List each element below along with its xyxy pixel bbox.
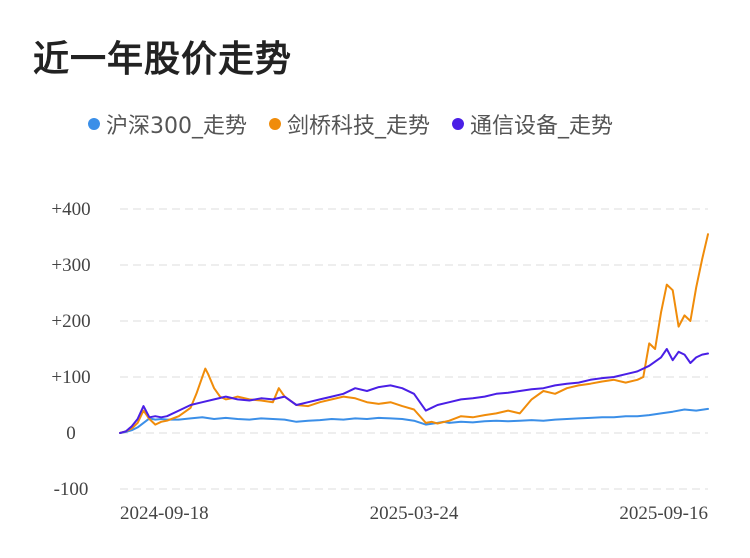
legend-label: 通信设备_走势 <box>470 114 614 139</box>
y-tick-label: +400 <box>51 199 90 220</box>
legend-dot-icon <box>452 118 465 130</box>
legend-label: 沪深300_走势 <box>106 114 247 139</box>
y-tick-label: 0 <box>66 423 76 444</box>
x-tick-label: 2025-09-16 <box>619 503 708 524</box>
legend-dot-icon <box>88 118 100 130</box>
legend-item-tongxin[interactable]: 通信设备_走势 <box>452 108 613 140</box>
legend-item-jianqiao[interactable]: 剑桥科技_走势 <box>269 108 430 140</box>
x-tick-label: 2025-03-24 <box>370 503 459 524</box>
legend-dot-icon <box>269 118 281 130</box>
series-line-2 <box>119 348 709 434</box>
chart-title: 近一年股价走势 <box>33 39 293 80</box>
legend-label: 剑桥科技_走势 <box>287 114 431 139</box>
y-tick-label: -100 <box>54 479 89 500</box>
series-line-0 <box>119 407 709 434</box>
y-tick-label: +200 <box>51 311 90 332</box>
series-line-1 <box>119 233 709 434</box>
y-tick-label: +300 <box>51 255 90 276</box>
x-tick-label: 2024-09-18 <box>120 503 209 524</box>
y-tick-label: +100 <box>51 367 90 388</box>
legend-item-hs300[interactable]: 沪深300_走势 <box>88 108 247 140</box>
legend: 沪深300_走势 剑桥科技_走势 通信设备_走势 <box>88 108 635 140</box>
